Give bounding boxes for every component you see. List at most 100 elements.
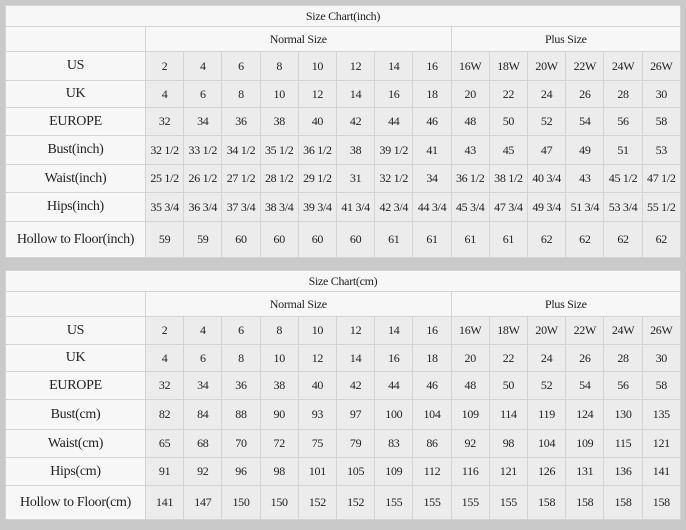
- size-cell: 54: [565, 371, 605, 400]
- size-cell: 18W: [488, 51, 529, 81]
- size-cell: 12: [297, 344, 338, 372]
- size-cell: 141: [144, 485, 185, 520]
- size-cell: 38: [259, 371, 299, 400]
- row-label: Bust(inch): [5, 135, 146, 165]
- row-label: Waist(cm): [5, 429, 146, 458]
- size-cell: 16: [374, 80, 414, 108]
- size-cell: 136: [603, 457, 643, 486]
- size-cell: 27 1/2: [221, 164, 261, 193]
- size-cell: 61: [450, 221, 490, 258]
- size-cell: 50: [488, 107, 529, 136]
- size-cell: 121: [488, 457, 529, 486]
- size-cell: 130: [603, 399, 643, 430]
- table-row: Hollow to Floor(cm) 141 147 150 150 152 152 155…: [5, 485, 682, 520]
- size-cell: 31: [336, 164, 376, 193]
- row-label: EUROPE: [5, 371, 146, 400]
- size-cell: 59: [183, 221, 223, 258]
- size-cell: 65: [144, 429, 185, 458]
- size-cell: 20: [450, 344, 490, 372]
- size-cell: 4: [144, 344, 185, 372]
- size-cell: 86: [412, 429, 452, 458]
- size-cell: 8: [259, 316, 299, 345]
- size-cell: 52: [527, 371, 567, 400]
- plus-size-header: Plus Size: [450, 26, 682, 52]
- size-cell: 14: [336, 344, 376, 372]
- size-cell: 155: [450, 485, 490, 520]
- row-label: UK: [5, 344, 146, 372]
- size-cell: 14: [336, 80, 376, 108]
- size-cell: 48: [450, 107, 490, 136]
- size-cell: 104: [412, 399, 452, 430]
- row-label: EUROPE: [5, 107, 146, 136]
- table-row: Waist(inch) 25 1/2 26 1/2 27 1/2 28 1/2 29 1/…: [5, 164, 682, 193]
- size-cell: 68: [183, 429, 223, 458]
- size-cell: 22W: [565, 51, 605, 81]
- size-cell: 105: [336, 457, 376, 486]
- corner-cell: [5, 26, 146, 52]
- size-cell: 43: [565, 164, 605, 193]
- size-cell: 135: [641, 399, 682, 430]
- size-cell: 25 1/2: [144, 164, 185, 193]
- size-cell: 70: [221, 429, 261, 458]
- size-cell: 54: [565, 107, 605, 136]
- size-cell: 61: [488, 221, 529, 258]
- size-cell: 44: [374, 371, 414, 400]
- size-cell: 50: [488, 371, 529, 400]
- size-cell: 124: [565, 399, 605, 430]
- size-cell: 40: [297, 107, 338, 136]
- size-cell: 44 3/4: [412, 192, 452, 222]
- size-cell: 6: [183, 80, 223, 108]
- corner-cell: [5, 291, 146, 317]
- size-cell: 98: [259, 457, 299, 486]
- size-cell: 41: [412, 135, 452, 165]
- size-cell: 42 3/4: [374, 192, 414, 222]
- row-label: US: [5, 316, 146, 345]
- size-cell: 26W: [641, 51, 682, 81]
- size-cell: 28: [603, 80, 643, 108]
- size-cell: 62: [641, 221, 682, 258]
- size-cell: 36 1/2: [450, 164, 490, 193]
- size-cell: 72: [259, 429, 299, 458]
- size-cell: 131: [565, 457, 605, 486]
- size-cell: 62: [603, 221, 643, 258]
- size-cell: 91: [144, 457, 185, 486]
- size-cell: 8: [221, 80, 261, 108]
- size-cell: 20W: [527, 51, 567, 81]
- size-cell: 30: [641, 344, 682, 372]
- size-cell: 29 1/2: [297, 164, 338, 193]
- size-cell: 109: [374, 457, 414, 486]
- size-cell: 24W: [603, 51, 643, 81]
- table-row: Hips(inch) 35 3/4 36 3/4 37 3/4 38 3/4 39 3/4…: [5, 192, 682, 222]
- size-cell: 60: [221, 221, 261, 258]
- row-label: UK: [5, 80, 146, 108]
- size-cell: 56: [603, 371, 643, 400]
- size-cell: 42: [336, 107, 376, 136]
- size-chart-inch-table: Size Chart(inch) Normal Size Plus Size US 2 4…: [5, 5, 682, 258]
- size-cell: 22: [488, 344, 529, 372]
- size-cell: 93: [297, 399, 338, 430]
- size-cell: 83: [374, 429, 414, 458]
- size-cell: 53: [641, 135, 682, 165]
- size-cell: 62: [565, 221, 605, 258]
- size-cell: 114: [488, 399, 529, 430]
- size-cell: 155: [488, 485, 529, 520]
- size-cell: 40 3/4: [527, 164, 567, 193]
- plus-size-header: Plus Size: [450, 291, 682, 317]
- size-cell: 147: [183, 485, 223, 520]
- size-cell: 4: [183, 316, 223, 345]
- size-cell: 28 1/2: [259, 164, 299, 193]
- size-cell: 49 3/4: [527, 192, 567, 222]
- size-cell: 61: [374, 221, 414, 258]
- size-cell: 26 1/2: [183, 164, 223, 193]
- size-cell: 10: [297, 51, 338, 81]
- size-cell: 40: [297, 371, 338, 400]
- size-cell: 42: [336, 371, 376, 400]
- size-cell: 32 1/2: [144, 135, 185, 165]
- size-cell: 45: [488, 135, 529, 165]
- size-cell: 121: [641, 429, 682, 458]
- size-cell: 2: [144, 316, 185, 345]
- size-cell: 51 3/4: [565, 192, 605, 222]
- size-cell: 26W: [641, 316, 682, 345]
- size-cell: 126: [527, 457, 567, 486]
- size-cell: 38 1/2: [488, 164, 529, 193]
